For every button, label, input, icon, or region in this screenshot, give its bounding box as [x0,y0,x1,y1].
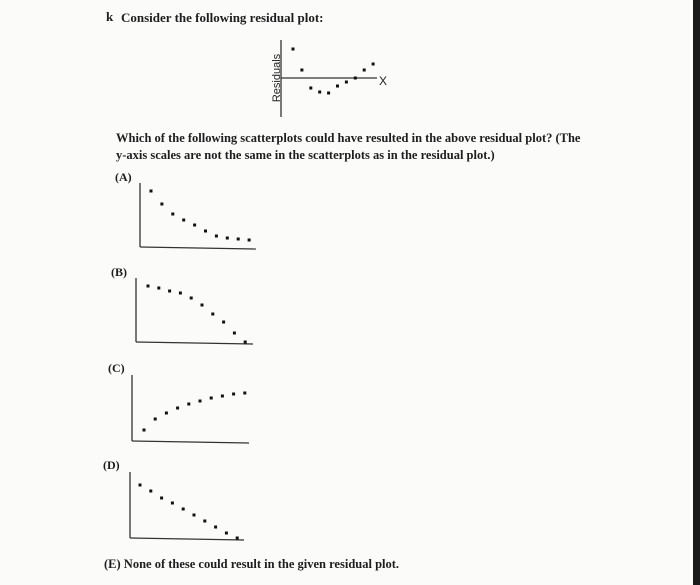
plot-d-point [138,483,142,487]
option-e-text: (E) None of these could result in the gi… [104,557,400,571]
plot-d-point [224,531,228,535]
plot-b-x-axis [135,341,254,345]
residual-point [309,86,313,90]
plot-b-point [200,303,204,307]
plot-c-point [164,411,168,415]
plot-d-point [149,489,153,493]
plot-a-point [236,237,240,241]
question-prompt: Consider the following residual plot: [121,10,324,25]
plot-b-point [232,331,236,335]
plot-d-point [203,519,207,523]
residual-point [327,91,331,95]
plot-b-point [168,289,172,293]
residual-point [344,80,348,84]
option-b-label: (B) [111,265,127,279]
plot-d-point [160,496,164,500]
plot-b-point [243,340,247,344]
plot-a-point [225,236,229,240]
plot-c-x-axis [131,440,250,444]
plot-b-point [157,286,161,290]
plot-c-point [153,417,157,421]
residual-point [336,84,339,88]
residual-point [300,68,304,72]
plot-d-point [181,507,185,511]
residual-point [318,90,322,94]
plot-d-point [235,536,239,540]
plot-c-point [198,399,202,403]
question-number-mark: k [106,9,114,24]
plot-a-point [214,234,218,238]
option-a-label: (A) [115,170,132,184]
plot-b-point [211,312,215,316]
question-text-line-2: y-axis scales are not the same in the sc… [116,148,495,162]
plot-a-point [182,218,186,222]
plot-a-point [149,189,153,193]
plot-d-point [170,501,174,505]
plot-c-point [220,394,224,398]
plot-b-point [178,291,182,295]
residual-x-axis-label: X [379,74,388,88]
plot-a-point [171,212,175,216]
plot-c-point [187,402,191,406]
plot-c-point [142,428,146,432]
residual-point [291,47,295,51]
residual-point [353,76,357,80]
page-edge [693,0,700,585]
residual-point [371,62,375,66]
plot-a-point [193,223,197,227]
plot-b-point [146,284,150,288]
plot-c-point [176,406,180,410]
option-d-label: (D) [103,458,120,472]
plot-b-point [189,296,193,300]
plot-c-point [209,396,213,400]
plot-a-x-axis [139,246,257,250]
plot-a-point [247,238,251,242]
question-text-line-1: Which of the following scatterplots coul… [116,131,581,145]
plot-b-point [222,320,226,324]
plot-d-point [192,513,196,517]
option-c-label: (C) [108,361,125,375]
plot-a-point [160,202,164,206]
plot-d-point [214,525,218,529]
plot-c-point [232,392,236,396]
plot-d-x-axis [129,537,245,541]
plot-c-point [243,391,247,395]
plot-a-point [204,229,207,233]
residual-point [362,68,366,72]
